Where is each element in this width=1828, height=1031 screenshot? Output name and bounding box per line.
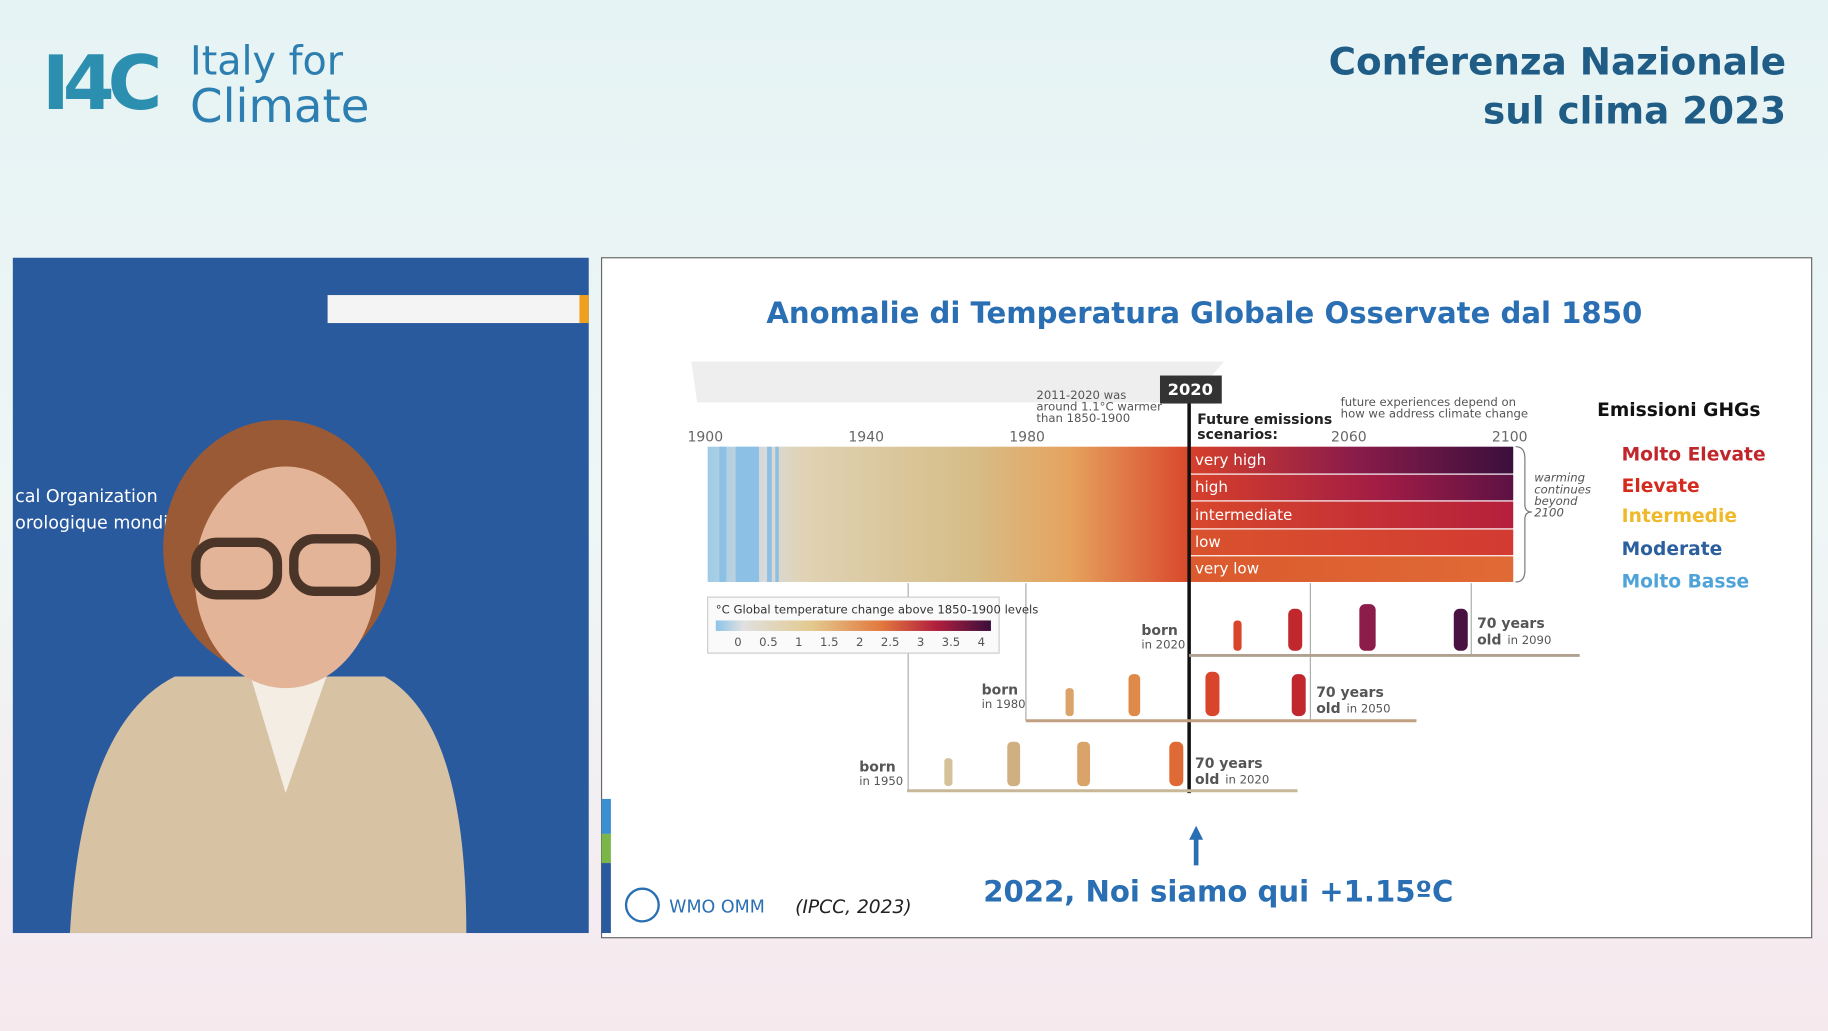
scenario-heading: scenarios: bbox=[1197, 427, 1278, 443]
backdrop-text: cal Organization bbox=[15, 487, 158, 507]
colorbar-tick: 4 bbox=[978, 635, 985, 649]
age-year: in 2090 bbox=[1507, 633, 1551, 647]
legend-title: Emissioni GHGs bbox=[1597, 400, 1760, 421]
people-figures bbox=[944, 604, 1468, 787]
slide-strip bbox=[601, 833, 611, 864]
born-year: in 1950 bbox=[859, 774, 903, 788]
age-label: 70 years bbox=[1195, 756, 1263, 772]
born-label: born bbox=[859, 759, 895, 775]
colorbar-tick: 3.5 bbox=[942, 635, 961, 649]
colorbar bbox=[715, 620, 991, 631]
year-marker bbox=[1159, 375, 1222, 404]
colorbar-tick: 1.5 bbox=[820, 635, 839, 649]
colorbar-tick: 0.5 bbox=[759, 635, 778, 649]
born-year: in 1980 bbox=[982, 697, 1026, 711]
source-logo: WMO OMM bbox=[669, 897, 765, 917]
colorbar-title: °C Global temperature change above 1850-… bbox=[716, 602, 1039, 616]
scenario-label: very high bbox=[1195, 451, 1266, 469]
scenario-label: very low bbox=[1195, 560, 1259, 578]
colorbar-tick: 0 bbox=[734, 635, 741, 649]
backdrop-text: orologique mondi bbox=[15, 514, 168, 534]
legend-item: Elevate bbox=[1622, 476, 1700, 497]
slide-strip bbox=[601, 798, 611, 834]
wmo-emblem bbox=[624, 887, 660, 923]
event-title: Conferenza Nazionale bbox=[1329, 40, 1786, 84]
axis-year: 1980 bbox=[1009, 429, 1045, 445]
annotation: beyond bbox=[1534, 494, 1578, 508]
age-year: in 2020 bbox=[1225, 773, 1269, 787]
annotation: warming bbox=[1534, 471, 1585, 485]
age-label: 70 years bbox=[1477, 616, 1545, 632]
age-word: old bbox=[1195, 772, 1219, 788]
scenario-bar bbox=[1189, 446, 1514, 474]
annotation: continues bbox=[1534, 482, 1591, 496]
warming-stripes bbox=[707, 446, 1190, 582]
born-label: born bbox=[1141, 623, 1177, 639]
event-title: sul clima 2023 bbox=[1483, 89, 1786, 133]
axis-year: 1900 bbox=[688, 429, 724, 445]
axis-year: 1940 bbox=[848, 429, 884, 445]
scenario-label: low bbox=[1195, 533, 1221, 551]
speaker-video: cal Organization orologique mondi bbox=[12, 257, 589, 934]
legend-item: Molto Basse bbox=[1622, 571, 1750, 592]
stripe-accents bbox=[719, 446, 779, 582]
age-word: old bbox=[1477, 632, 1501, 648]
colorbar-tick: 2.5 bbox=[881, 635, 900, 649]
arrow bbox=[1189, 825, 1204, 866]
caption: 2022, Noi siamo qui +1.15ºC bbox=[983, 874, 1453, 908]
annotation: than 1850-1900 bbox=[1036, 411, 1130, 425]
annotation: around 1.1°C warmer bbox=[1036, 400, 1162, 414]
age-word: old bbox=[1316, 701, 1340, 717]
scenario-label: intermediate bbox=[1195, 506, 1292, 524]
axis-year: 2100 bbox=[1492, 429, 1528, 445]
logo-text: Climate bbox=[190, 79, 369, 133]
born-label: born bbox=[982, 682, 1018, 698]
colorbar-tick: 3 bbox=[917, 635, 924, 649]
annotation: 2011-2020 was bbox=[1036, 388, 1126, 402]
legend-item: Molto Elevate bbox=[1622, 444, 1766, 465]
scenario-bar bbox=[1189, 529, 1514, 556]
axis-year: 2060 bbox=[1331, 429, 1367, 445]
year-marker-label: 2020 bbox=[1168, 380, 1213, 399]
scenario-label: high bbox=[1195, 478, 1228, 496]
generation-lines bbox=[907, 653, 1580, 793]
scenario-heading: Future emissions bbox=[1197, 412, 1332, 428]
age-year: in 2050 bbox=[1347, 702, 1391, 716]
colorbar-tick: 2 bbox=[856, 635, 863, 649]
legend-item: Intermedie bbox=[1622, 506, 1737, 527]
born-year: in 2020 bbox=[1141, 637, 1185, 651]
logo-text: Italy for bbox=[190, 39, 344, 85]
scenario-bar bbox=[1189, 474, 1514, 501]
slide-strip bbox=[601, 863, 611, 934]
scenario-bar bbox=[1189, 501, 1514, 529]
age-label: 70 years bbox=[1316, 685, 1384, 701]
logo-mark: I4C bbox=[42, 40, 158, 127]
citation: (IPCC, 2023) bbox=[795, 897, 912, 918]
annotation: 2100 bbox=[1534, 506, 1564, 520]
annotation: future experiences depend on bbox=[1341, 395, 1516, 409]
slide-title: Anomalie di Temperatura Globale Osservat… bbox=[766, 296, 1642, 330]
colorbar-tick: 1 bbox=[795, 635, 802, 649]
brace bbox=[1515, 446, 1532, 583]
legend-item: Moderate bbox=[1622, 539, 1723, 560]
annotation: how we address climate change bbox=[1341, 407, 1528, 421]
scenario-bar bbox=[1189, 556, 1514, 582]
timeline-header bbox=[691, 361, 1225, 403]
